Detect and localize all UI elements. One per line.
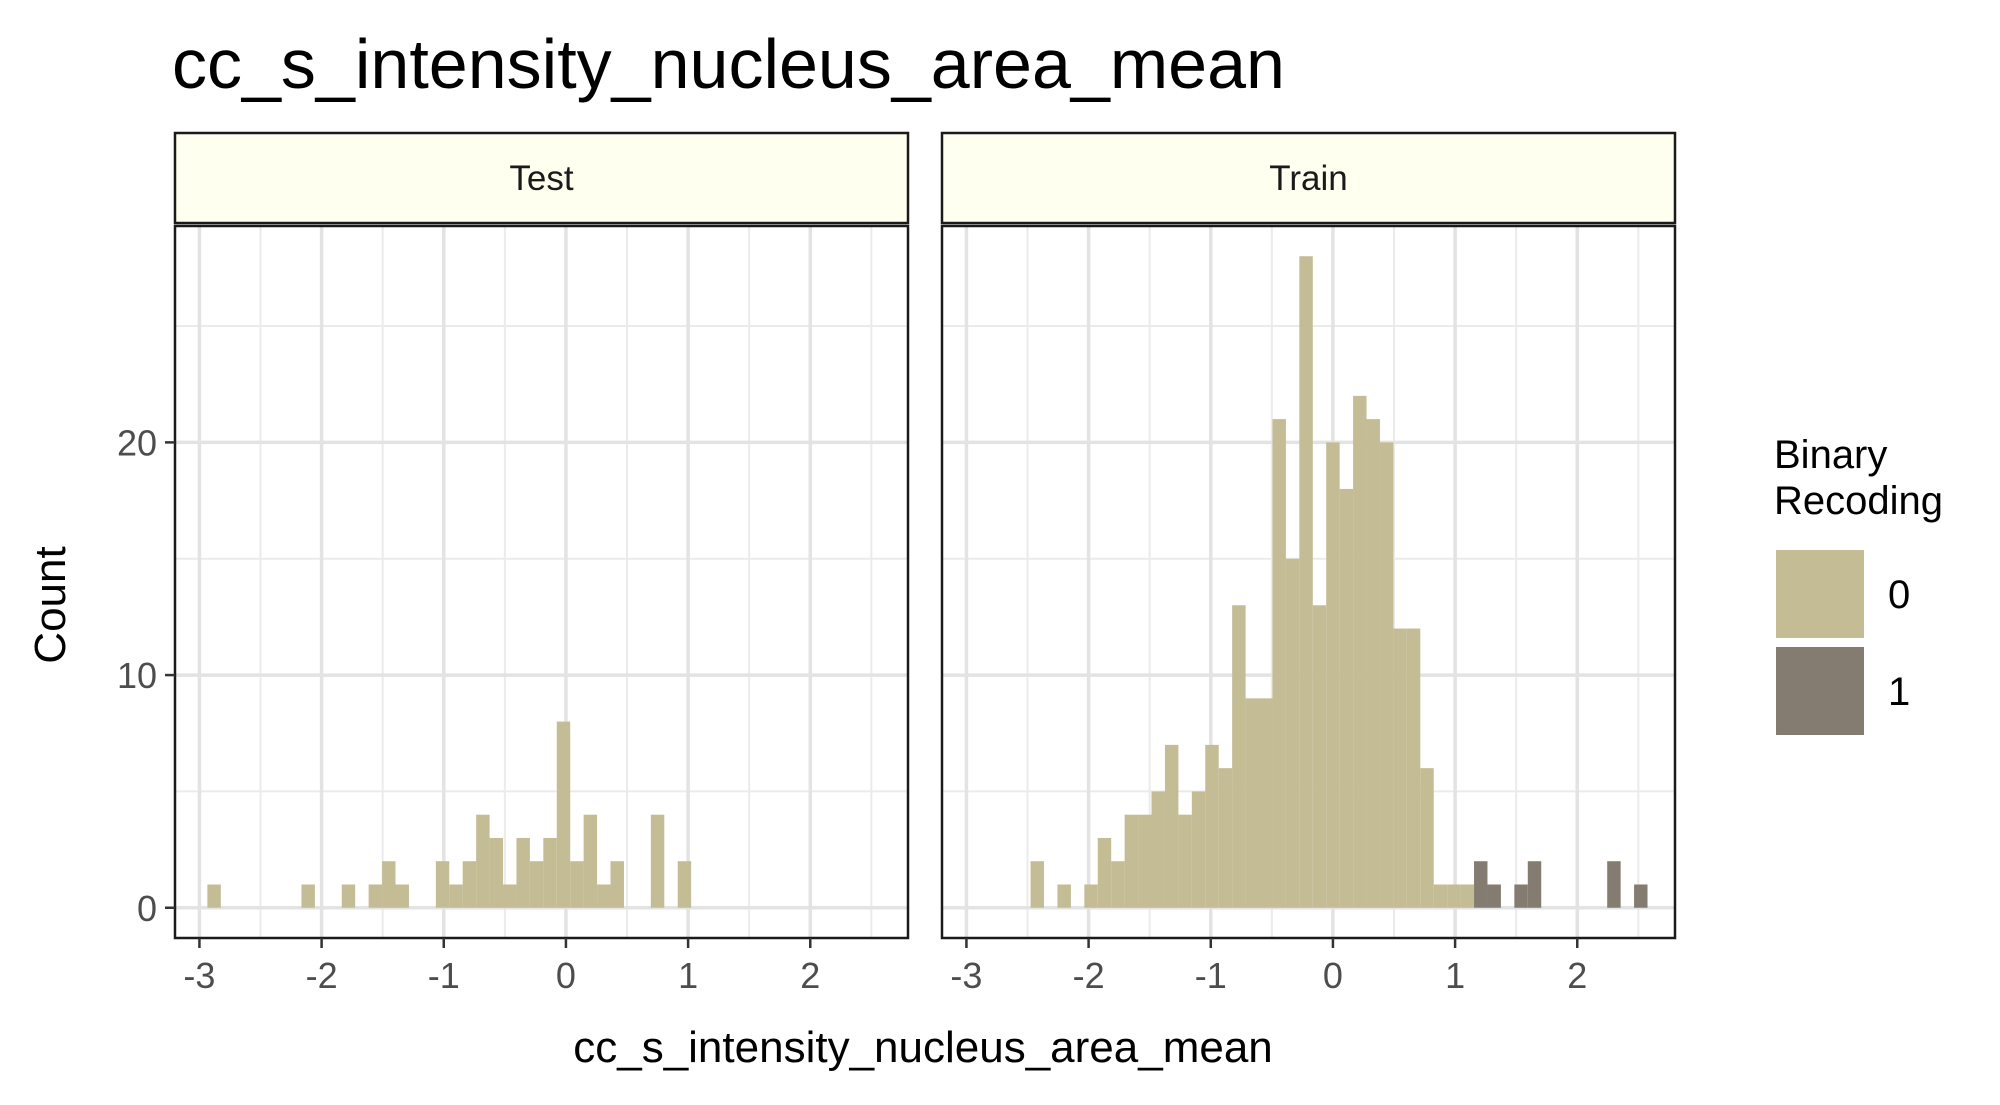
bar-series-0 <box>1285 558 1300 908</box>
bar-series-1 <box>1607 861 1621 908</box>
bar-series-0 <box>462 861 477 908</box>
bar-series-0 <box>1420 768 1434 908</box>
bar-series-0 <box>1151 791 1165 908</box>
bar-series-0 <box>1138 814 1152 908</box>
bar-series-0 <box>583 814 598 908</box>
x-tick-label: -2 <box>1073 955 1105 996</box>
bar-series-0 <box>1326 442 1340 908</box>
bar-series-0 <box>1084 884 1098 908</box>
bar-series-0 <box>529 861 544 908</box>
y-tick-label: 20 <box>117 422 157 463</box>
x-tick-label: 2 <box>800 955 820 996</box>
panel-background <box>175 226 908 938</box>
bar-series-0 <box>1218 768 1233 908</box>
legend-title-line: Recoding <box>1774 479 1943 523</box>
bar-series-0 <box>1245 698 1260 908</box>
bar-series-1 <box>1634 884 1648 908</box>
panel-border <box>940 224 1677 940</box>
bar-series-0 <box>435 861 450 908</box>
x-tick-label: -3 <box>183 955 215 996</box>
chart-title: cc_s_intensity_nucleus_area_mean <box>172 25 1285 103</box>
bar-series-0 <box>1460 884 1475 908</box>
bar-series-0 <box>207 884 221 908</box>
bar-series-0 <box>610 861 624 908</box>
bar-series-0 <box>597 884 611 908</box>
legend-key-1 <box>1776 647 1864 735</box>
x-tick-label: -1 <box>1195 955 1227 996</box>
bar-series-0 <box>1433 884 1448 908</box>
y-tick-label: 0 <box>137 888 157 929</box>
bar-series-0 <box>1164 744 1179 908</box>
bar-series-0 <box>1312 605 1327 908</box>
legend-title-line: Binary <box>1774 433 1887 477</box>
bar-series-0 <box>1191 791 1206 908</box>
bar-series-1 <box>1474 861 1488 908</box>
bar-series-0 <box>1366 419 1380 908</box>
facet-strip <box>173 131 910 225</box>
bar-series-0 <box>1447 884 1461 908</box>
bar-series-0 <box>1339 488 1354 908</box>
bar-series-0 <box>556 721 571 908</box>
bar-series-0 <box>476 814 490 908</box>
y-tick-label: 10 <box>117 655 157 696</box>
x-tick-label: 2 <box>1567 955 1587 996</box>
bar-series-0 <box>489 837 504 908</box>
x-tick-label: -2 <box>306 955 338 996</box>
legend-label: 0 <box>1888 573 1910 617</box>
legend: Binary Recoding 0 1 <box>1774 433 1943 735</box>
bar-series-0 <box>516 837 530 908</box>
bar-series-0 <box>1353 395 1367 908</box>
x-tick-label: 1 <box>678 955 698 996</box>
x-tick-label: 1 <box>1445 955 1465 996</box>
x-tick-label: -3 <box>950 955 982 996</box>
bar-series-0 <box>1205 744 1219 908</box>
facet-strip-label: Test <box>509 159 573 198</box>
bar-series-0 <box>1299 256 1313 908</box>
bar-series-0 <box>449 884 463 908</box>
bar-series-0 <box>395 884 409 908</box>
bar-series-0 <box>650 814 665 908</box>
panel-border <box>173 224 910 940</box>
bar-series-0 <box>1057 884 1071 908</box>
bar-series-0 <box>1030 861 1045 908</box>
bar-series-1 <box>1514 884 1528 908</box>
bar-series-0 <box>1178 814 1192 908</box>
bar-series-0 <box>1232 605 1246 908</box>
bar-series-0 <box>503 884 517 908</box>
bar-series-0 <box>1379 442 1394 908</box>
bar-series-0 <box>1406 628 1421 908</box>
bar-series-0 <box>1272 419 1286 908</box>
bar-series-1 <box>1487 884 1501 908</box>
bar-series-0 <box>301 884 315 908</box>
bar-series-0 <box>341 884 356 908</box>
bar-series-0 <box>570 861 584 908</box>
x-axis-label: cc_s_intensity_nucleus_area_mean <box>573 1023 1273 1072</box>
x-tick-label: 0 <box>556 955 576 996</box>
x-tick-label: -1 <box>428 955 460 996</box>
bar-series-0 <box>543 837 557 908</box>
bar-series-1 <box>1527 861 1542 908</box>
legend-title: Binary Recoding <box>1774 433 1943 523</box>
legend-label: 1 <box>1888 670 1910 714</box>
bar-series-0 <box>677 861 692 908</box>
facet-strip <box>940 131 1677 225</box>
bar-series-0 <box>1259 698 1273 908</box>
bar-series-0 <box>1393 628 1407 908</box>
bar-series-0 <box>1111 861 1125 908</box>
bar-series-0 <box>368 884 383 908</box>
x-tick-label: 0 <box>1323 955 1343 996</box>
facet-strip-label: Train <box>1269 159 1347 198</box>
bar-series-0 <box>382 861 396 908</box>
y-axis-label: Count <box>26 546 75 663</box>
panel-train: Train -3 -2 -1 0 1 2 <box>940 131 1677 996</box>
bar-series-0 <box>1097 837 1112 908</box>
legend-key-0 <box>1776 550 1864 638</box>
bar-series-0 <box>1124 814 1139 908</box>
